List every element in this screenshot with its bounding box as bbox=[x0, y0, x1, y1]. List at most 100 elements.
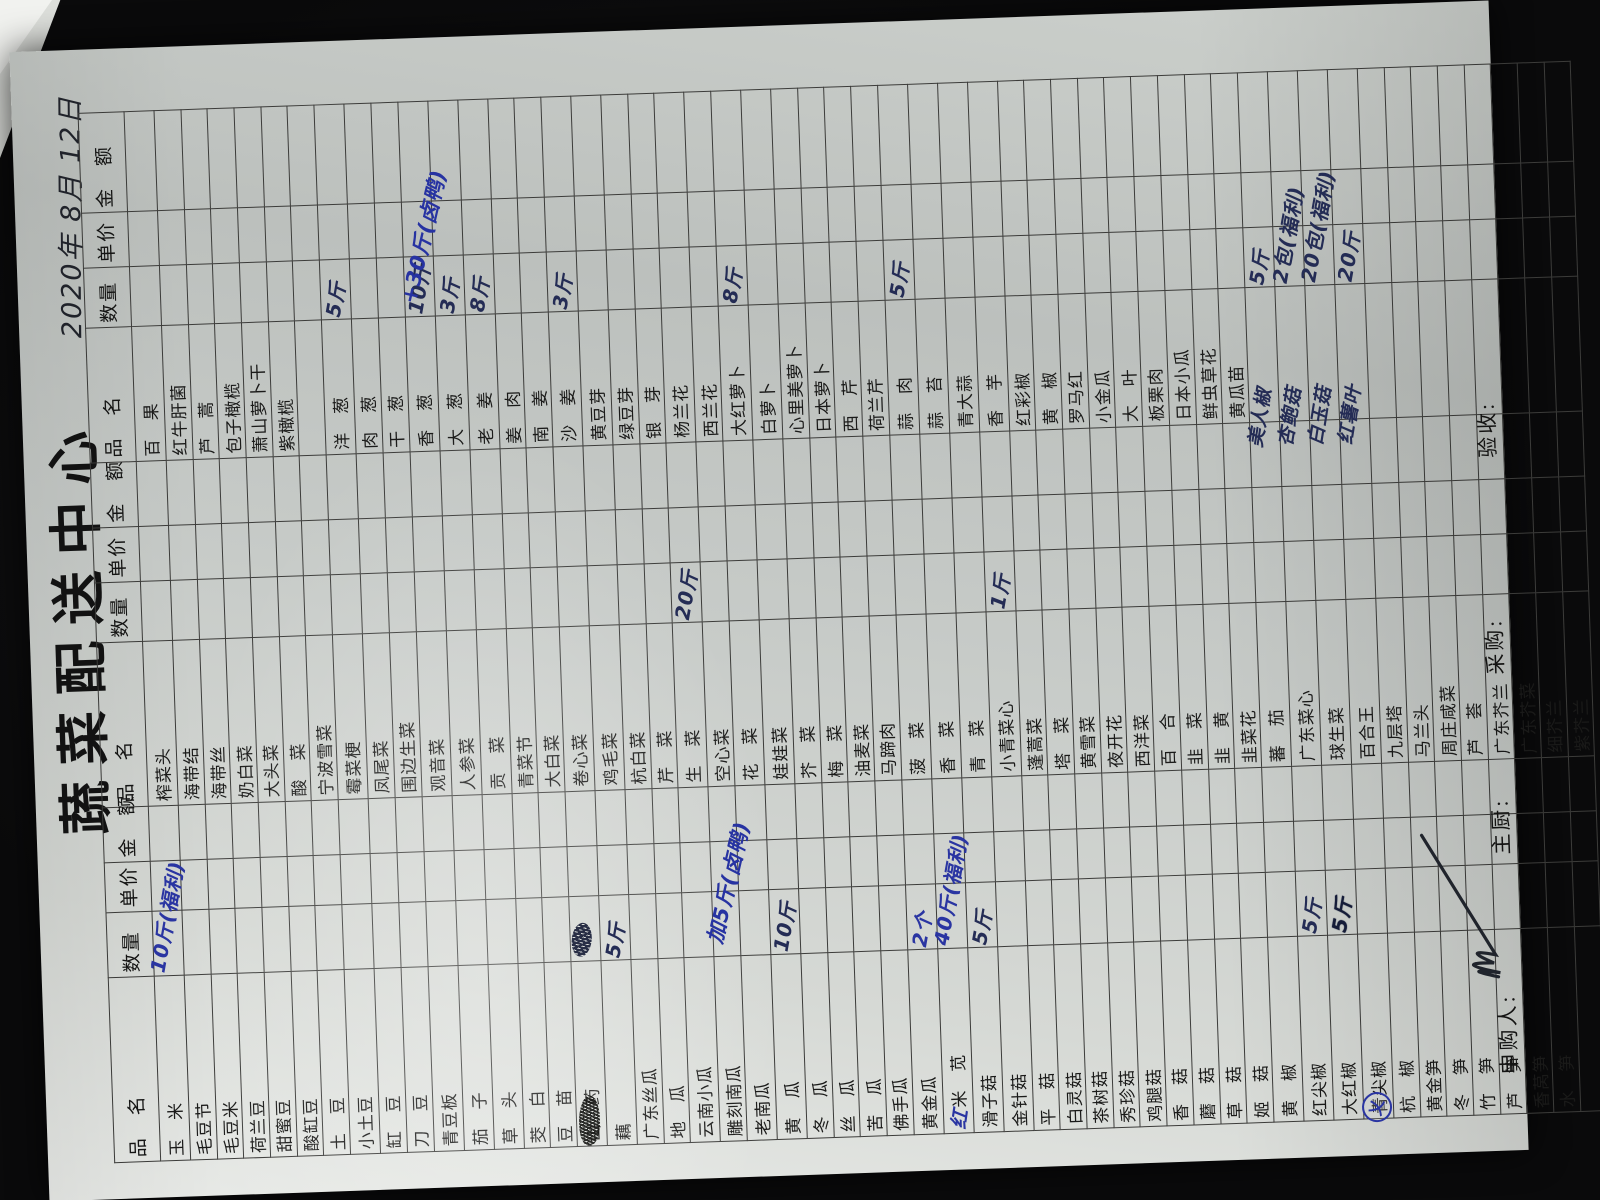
item-price-cell bbox=[358, 517, 388, 574]
item-amount-cell bbox=[356, 452, 386, 519]
item-amount-cell bbox=[678, 786, 711, 843]
item-qty-cell bbox=[266, 260, 295, 322]
item-amount-cell bbox=[1077, 77, 1108, 179]
item-price-cell bbox=[1214, 172, 1243, 229]
item-amount-cell bbox=[919, 433, 952, 500]
item-amount-cell bbox=[627, 93, 658, 195]
item-amount-cell bbox=[272, 455, 302, 522]
item-amount-cell bbox=[513, 97, 545, 199]
item-price-cell bbox=[766, 838, 799, 890]
item-price-cell bbox=[501, 512, 531, 569]
item-price-cell bbox=[630, 193, 660, 250]
item-amount-cell bbox=[1183, 73, 1215, 175]
item-price-cell bbox=[1236, 822, 1266, 874]
item-qty-cell bbox=[1105, 877, 1135, 943]
item-qty-cell bbox=[1283, 540, 1316, 602]
item-qty-cell bbox=[485, 898, 518, 965]
item-amount-cell bbox=[752, 438, 786, 505]
item-qty-cell: 10斤(福利) bbox=[145, 858, 189, 977]
item-amount-cell bbox=[207, 107, 238, 209]
item-qty-cell bbox=[617, 563, 646, 625]
order-form-paper: 蔬菜配送中心 2020年 8月 12日 品 名数量 单价金 额品 名数量 单价金 额… bbox=[9, 0, 1600, 1200]
item-price-cell bbox=[574, 195, 607, 252]
item-amount-cell bbox=[931, 777, 964, 834]
item-qty-cell bbox=[443, 569, 476, 631]
item-price-cell bbox=[1383, 817, 1412, 869]
item-price-cell bbox=[1118, 491, 1147, 548]
item-amount-cell bbox=[1517, 62, 1548, 164]
item-price-cell bbox=[921, 498, 954, 555]
item-qty-cell bbox=[1518, 862, 1548, 929]
item-price-cell bbox=[411, 515, 444, 572]
item-qty-cell bbox=[1426, 535, 1456, 597]
item-amount-cell bbox=[538, 791, 567, 848]
item-price-cell bbox=[490, 198, 520, 254]
item-price-cell bbox=[528, 511, 558, 568]
item-amount-cell bbox=[1357, 67, 1388, 169]
item-price-cell bbox=[513, 847, 542, 899]
item-qty-cell: 5斤 bbox=[965, 881, 998, 948]
item-amount-cell bbox=[594, 789, 627, 846]
item-amount-cell bbox=[1181, 769, 1211, 826]
item-qty-cell bbox=[208, 908, 238, 975]
item-price-cell bbox=[1240, 171, 1273, 228]
item-amount-cell bbox=[314, 104, 348, 206]
item-qty-cell bbox=[341, 903, 375, 970]
order-table: 品 名数量 单价金 额品 名数量 单价金 额品 名数量 单价金 额玉 米 10斤(福利)… bbox=[78, 61, 1600, 1164]
item-price-cell bbox=[1171, 489, 1201, 546]
item-qty-cell bbox=[1238, 872, 1268, 939]
item-price-cell bbox=[880, 184, 913, 241]
scratched-qty bbox=[569, 921, 594, 958]
item-price-cell bbox=[1027, 179, 1056, 236]
item-qty-cell bbox=[866, 555, 896, 617]
column-header-amount: 金 额 bbox=[102, 794, 151, 863]
item-amount-cell bbox=[394, 796, 424, 853]
column-header-price: 单价 bbox=[81, 211, 130, 269]
item-price-cell bbox=[657, 192, 690, 249]
item-amount-cell bbox=[666, 441, 699, 508]
item-qty-cell bbox=[473, 568, 506, 630]
item-price-cell bbox=[687, 191, 717, 248]
item-name-cell: 美人椒 bbox=[1244, 286, 1280, 449]
item-qty-cell bbox=[1146, 545, 1176, 607]
item-amount-cell bbox=[457, 99, 491, 201]
item-price-cell bbox=[290, 205, 320, 261]
item-price-cell bbox=[1387, 166, 1416, 223]
item-qty-cell bbox=[659, 247, 692, 309]
item-amount-cell bbox=[889, 434, 922, 501]
item-amount-cell bbox=[1297, 69, 1331, 171]
item-qty-cell bbox=[530, 566, 560, 628]
item-price-cell bbox=[951, 497, 984, 554]
item-amount-cell bbox=[874, 779, 904, 836]
item-amount-cell bbox=[180, 108, 211, 210]
item-price-cell bbox=[1156, 825, 1186, 877]
item-amount-cell bbox=[1261, 766, 1294, 823]
item-price-cell bbox=[1520, 162, 1550, 218]
item-price-cell bbox=[1323, 819, 1356, 871]
item-amount-cell bbox=[1103, 76, 1135, 178]
item-price-cell bbox=[168, 524, 198, 581]
item-name-cell: 白萝卜 bbox=[748, 304, 783, 440]
item-price-cell bbox=[615, 508, 644, 565]
item-price-cell bbox=[301, 519, 331, 576]
item-qty-cell bbox=[1362, 222, 1392, 284]
item-qty-cell bbox=[1173, 544, 1203, 606]
item-amount-cell bbox=[192, 458, 222, 525]
item-price-cell bbox=[1341, 483, 1374, 540]
requester-label: 申购人: bbox=[1495, 993, 1522, 1075]
item-amount-cell bbox=[148, 805, 181, 862]
item-qty-cell bbox=[829, 241, 859, 303]
item-amount-cell bbox=[1383, 66, 1414, 168]
item-amount-cell bbox=[499, 447, 529, 514]
column-header-name: 品 名 bbox=[108, 976, 161, 1163]
item-amount-cell bbox=[624, 788, 654, 845]
item-qty-cell bbox=[1066, 548, 1096, 610]
item-name-cell: 黄豆芽 bbox=[578, 309, 613, 446]
item-amount-cell bbox=[1568, 755, 1597, 812]
item-amount-cell bbox=[582, 444, 616, 511]
item-qty-cell bbox=[1135, 230, 1165, 292]
item-price-cell bbox=[626, 843, 656, 895]
item-qty-cell bbox=[1200, 543, 1230, 605]
item-qty-cell bbox=[250, 576, 280, 638]
item-name-cell: 杨兰花 bbox=[661, 307, 697, 443]
